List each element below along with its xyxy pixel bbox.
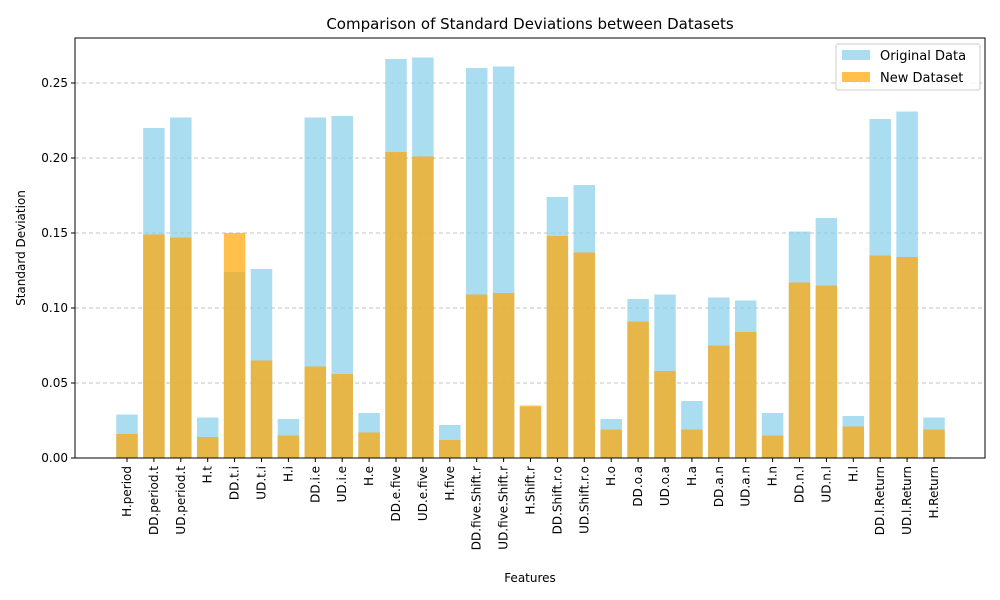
bar-new: [143, 234, 165, 458]
x-tick-label: H.period: [120, 466, 134, 517]
bar-new: [170, 237, 192, 458]
x-axis: H.period DD.period.t UD.period.t H.t DD.t.i U…: [120, 458, 941, 550]
bar-new: [331, 374, 353, 458]
bar-new: [654, 371, 676, 458]
bar-new: [546, 236, 569, 458]
x-tick-label: DD.a.n: [712, 466, 726, 507]
y-axis-label: Standard Deviation: [14, 190, 28, 306]
bar-new: [116, 434, 138, 458]
x-tick-label: UD.t.i: [255, 466, 269, 500]
x-tick-label: H.t: [201, 466, 215, 484]
x-tick-label: H.Shift.r: [524, 466, 538, 515]
bar-new: [465, 294, 488, 458]
x-tick-label: UD.n.l: [819, 466, 833, 503]
bar-new: [627, 321, 649, 458]
bars: [116, 57, 945, 458]
x-tick-label: UD.five.Shift.r: [497, 466, 511, 550]
x-tick-label: DD.n.l: [793, 466, 807, 503]
bar-original: [331, 116, 353, 458]
bar-new: [519, 405, 542, 458]
x-tick-label: DD.o.a: [631, 466, 645, 507]
bar-new: [600, 429, 622, 458]
x-tick-label: H.five: [443, 466, 457, 501]
x-tick-label: H.Return: [927, 466, 941, 518]
y-tick-label: 0.15: [41, 226, 68, 240]
bar-new: [761, 435, 784, 458]
grid-lines: [75, 82, 985, 459]
bar-new: [304, 366, 327, 458]
x-tick-label: DD.t.i: [228, 466, 242, 500]
x-tick-label: DD.l.Return: [873, 466, 887, 535]
bar-new: [734, 332, 757, 458]
legend-frame: [835, 43, 981, 91]
bar-new: [815, 285, 838, 458]
x-tick-label: H.l: [846, 466, 860, 482]
bar-new: [196, 437, 219, 458]
x-tick-label: UD.Shift.r.o: [577, 466, 591, 534]
x-tick-label: DD.e.five: [389, 466, 403, 522]
y-tick-label: 0.10: [41, 301, 68, 315]
x-tick-label: UD.l.Return: [900, 466, 914, 535]
x-tick-label: UD.i.e: [335, 466, 349, 502]
plot-frame: [74, 37, 986, 459]
bar-new: [277, 435, 300, 458]
bar-new: [358, 432, 380, 458]
x-tick-label: H.e: [362, 466, 376, 486]
x-tick-label: DD.period.t: [147, 466, 161, 535]
bar-new: [573, 252, 596, 458]
bar-new: [385, 152, 407, 458]
y-tick-label: 0.00: [41, 451, 68, 465]
y-tick-label: 0.20: [41, 151, 68, 165]
x-tick-label: UD.e.five: [416, 466, 430, 521]
x-tick-label: DD.five.Shift.r: [470, 466, 484, 550]
x-tick-label: H.o: [604, 466, 618, 486]
bar-new: [708, 345, 730, 458]
y-tick-label: 0.25: [41, 76, 68, 90]
bar-new: [788, 282, 811, 458]
bar-new: [439, 440, 461, 458]
bar-new: [896, 257, 918, 458]
legend-swatch-original: [842, 50, 870, 60]
bar-new: [412, 156, 434, 458]
y-axis: 0.00 0.05 0.10 0.15 0.20 0.25: [41, 76, 75, 465]
x-tick-label: H.i: [281, 466, 295, 482]
x-tick-label: UD.period.t: [174, 466, 188, 535]
bar-new: [492, 293, 515, 458]
legend-label-new: New Dataset: [880, 71, 963, 86]
x-axis-label: Features: [504, 571, 556, 585]
bar-new: [842, 426, 865, 458]
x-tick-label: UD.o.a: [658, 466, 672, 506]
legend-swatch-new: [842, 72, 870, 82]
bar-new: [250, 360, 273, 458]
x-tick-label: DD.i.e: [308, 466, 322, 503]
legend-label-original: Original Data: [880, 49, 966, 64]
x-tick-label: UD.a.n: [739, 466, 753, 507]
bar-new: [869, 255, 891, 458]
x-tick-label: DD.Shift.r.o: [550, 466, 564, 534]
bar-new: [923, 429, 945, 458]
x-tick-label: H.a: [685, 466, 699, 486]
chart-title: Comparison of Standard Deviations betwee…: [326, 15, 734, 33]
y-tick-label: 0.05: [41, 376, 68, 390]
bar-new: [681, 429, 703, 458]
bar-new: [223, 233, 246, 458]
x-tick-label: H.n: [766, 466, 780, 486]
legend: Original Data New Dataset: [835, 43, 981, 91]
